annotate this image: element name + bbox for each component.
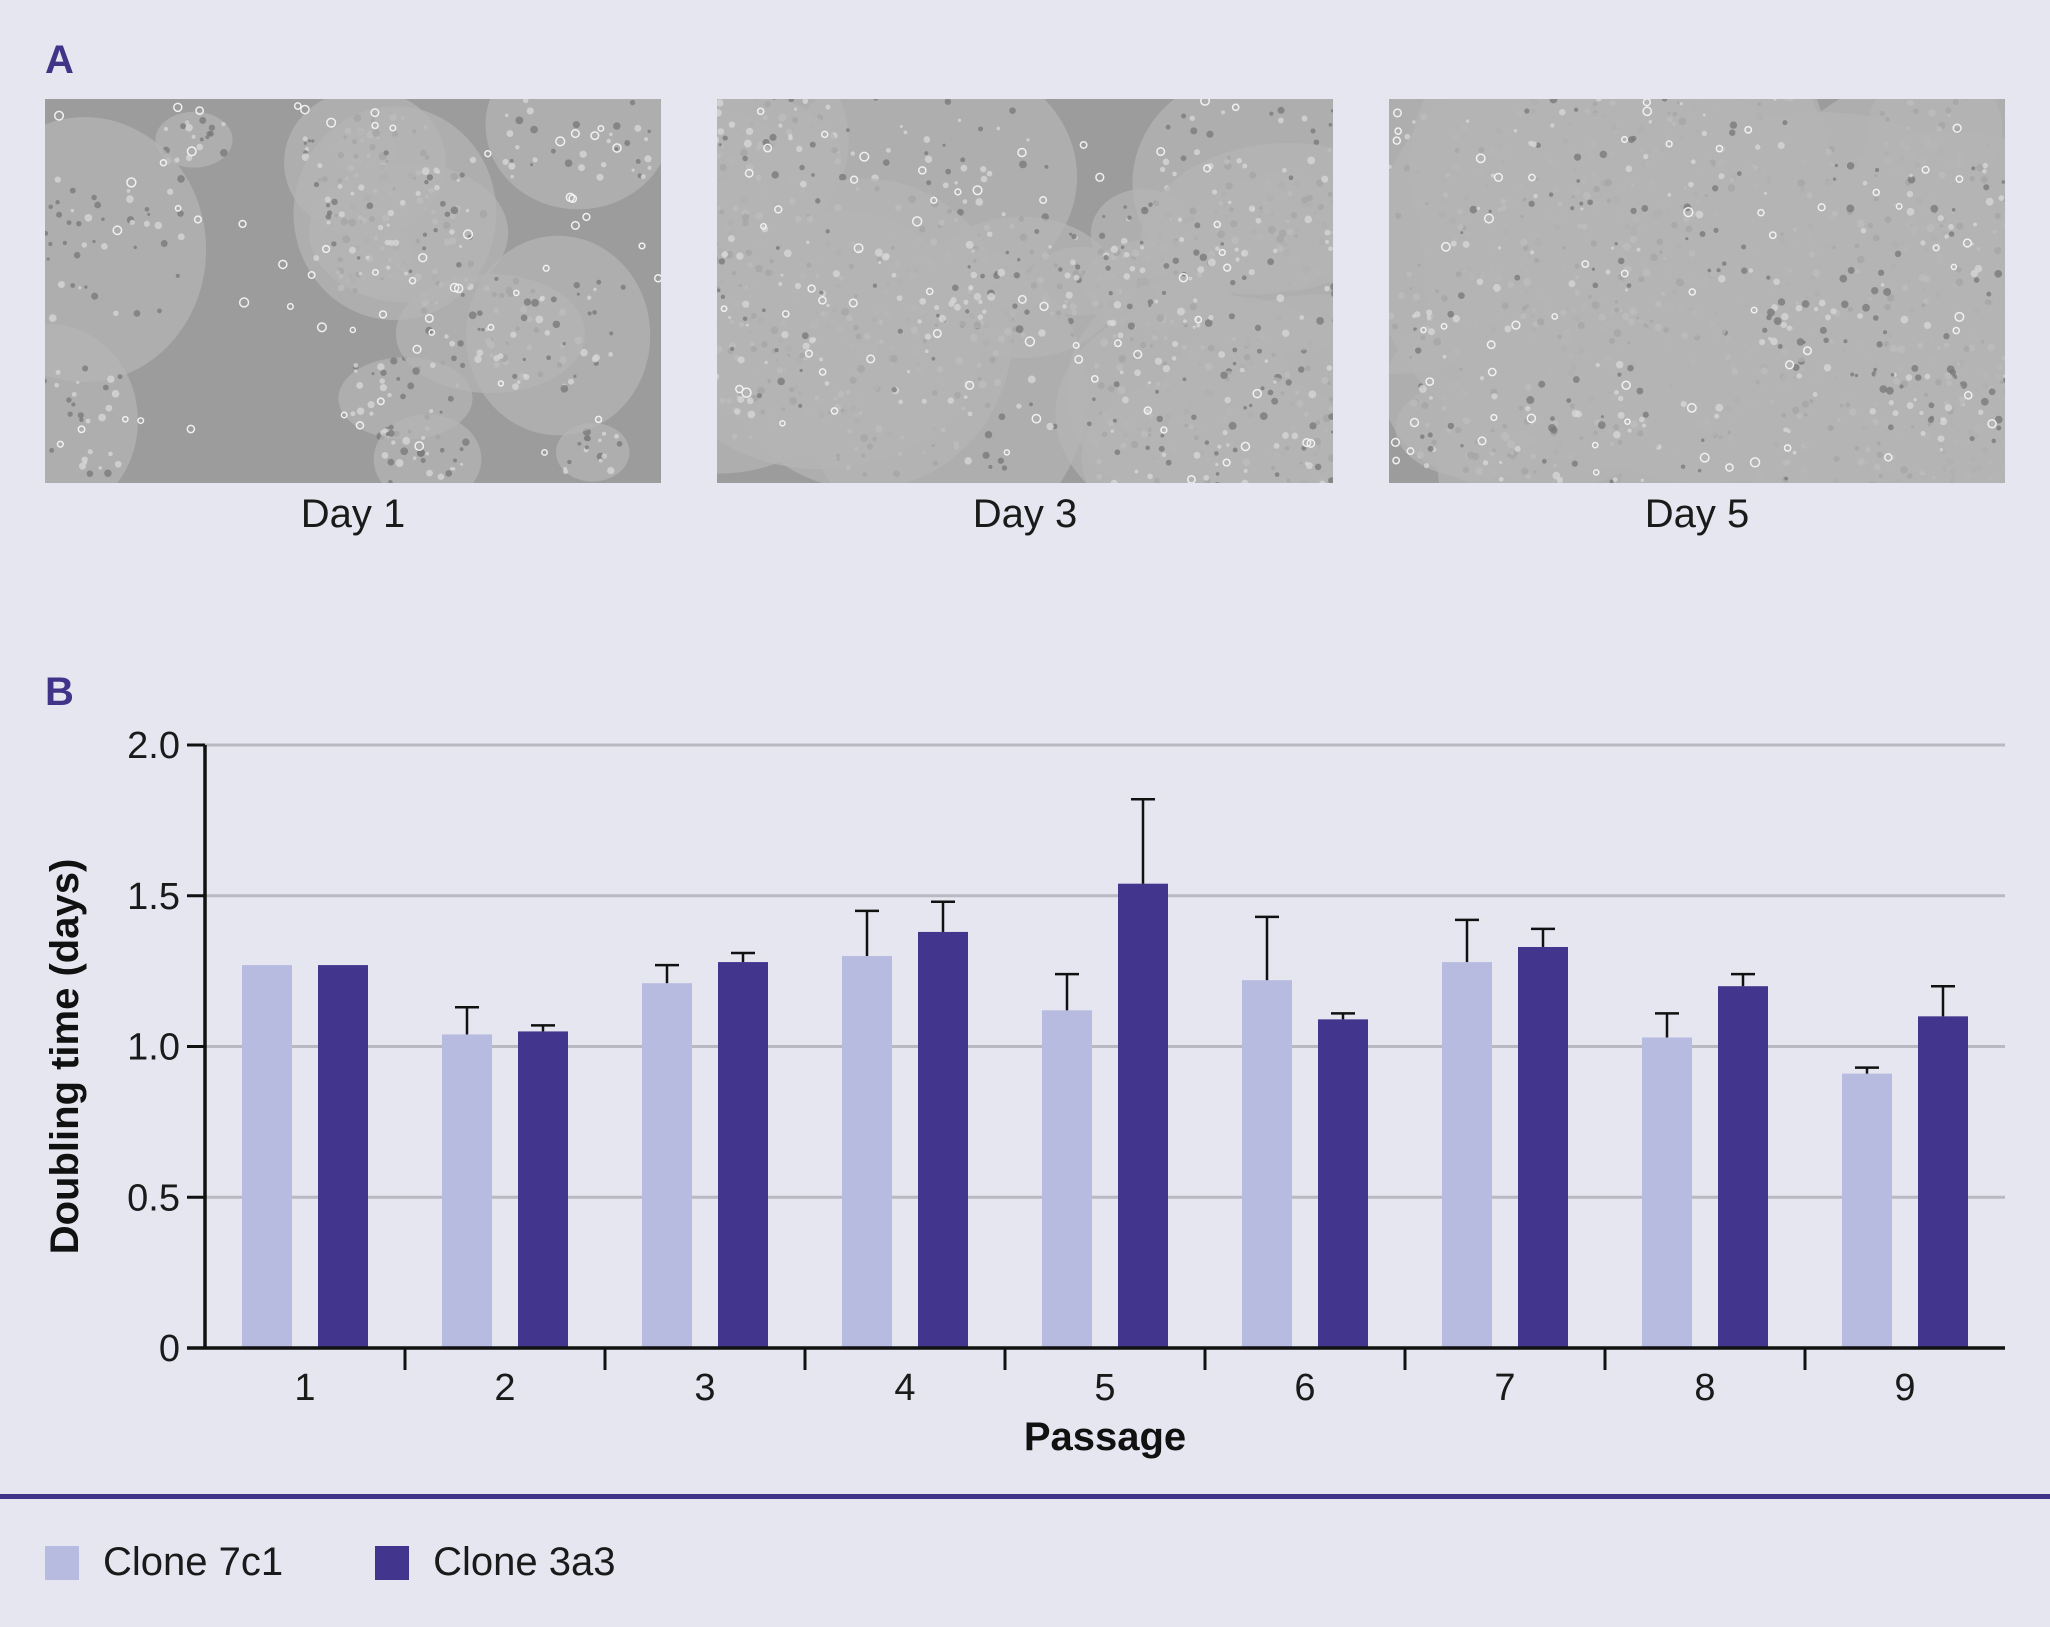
y-tick-label: 1.0 — [127, 1027, 180, 1069]
legend-swatch-clone-3a3 — [375, 1545, 410, 1580]
legend-swatch-clone-7c1 — [45, 1545, 79, 1580]
x-tick-label: 6 — [1294, 1367, 1315, 1409]
bar-clone-3a3-passage-3 — [718, 962, 768, 1348]
y-tick-label: 0.5 — [127, 1177, 180, 1219]
bar-clone-7c1-passage-8 — [1642, 1037, 1692, 1348]
bar-clone-7c1-passage-3 — [642, 983, 692, 1348]
bar-clone-3a3-passage-8 — [1718, 986, 1768, 1348]
legend: Clone 7c1 Clone 3a3 — [45, 1540, 708, 1585]
x-tick-label: 3 — [694, 1367, 715, 1409]
floating-cells — [720, 99, 1316, 483]
x-tick-label: 1 — [294, 1367, 315, 1409]
micrograph-caption-day-3: Day 3 — [972, 492, 1078, 536]
cell-colonies — [45, 99, 661, 483]
micrograph-caption-day-5: Day 5 — [1644, 492, 1750, 536]
bar-clone-3a3-passage-9 — [1918, 1016, 1968, 1348]
bar-clone-3a3-passage-7 — [1518, 947, 1568, 1348]
legend-label-clone-3a3: Clone 3a3 — [433, 1540, 616, 1584]
bar-clone-3a3-passage-2 — [518, 1031, 568, 1348]
bar-clone-3a3-passage-5 — [1118, 883, 1168, 1348]
floating-cells — [1390, 99, 1997, 476]
x-tick-label: 8 — [1694, 1367, 1715, 1409]
panel-b-label: B — [45, 670, 74, 714]
bar-clone-7c1-passage-4 — [842, 956, 892, 1348]
bar-clone-3a3-passage-1 — [318, 965, 368, 1348]
x-tick-label: 9 — [1894, 1367, 1915, 1409]
x-tick-label: 2 — [494, 1367, 515, 1409]
bar-clone-7c1-passage-7 — [1442, 962, 1492, 1348]
legend-item-clone-3a3: Clone 3a3 — [375, 1540, 616, 1585]
x-tick-label: 5 — [1094, 1367, 1115, 1409]
bar-clone-7c1-passage-6 — [1242, 980, 1292, 1348]
micrograph-day-5 — [1389, 99, 2005, 483]
panel-a-label: A — [45, 38, 74, 82]
bar-clone-3a3-passage-6 — [1318, 1019, 1368, 1348]
bar-clone-7c1-passage-1 — [242, 965, 292, 1348]
micrograph-day-1 — [45, 99, 661, 483]
micrograph-caption-day-1: Day 1 — [300, 492, 406, 536]
cell-colonies — [1389, 99, 2005, 483]
y-tick-label: 1.5 — [127, 876, 180, 918]
x-tick-label: 7 — [1494, 1367, 1515, 1409]
legend-label-clone-7c1: Clone 7c1 — [103, 1540, 284, 1584]
bar-clone-3a3-passage-4 — [918, 931, 968, 1348]
doubling-time-bar-chart: 0 0.5 1.0 1.5 2.0 1 2 3 4 5 6 7 8 9 Passage Doubling ti… — [43, 725, 2005, 1459]
cell-colonies — [717, 99, 1333, 483]
bar-clone-7c1-passage-5 — [1042, 1010, 1092, 1348]
y-tick-label: 0 — [159, 1328, 180, 1370]
floating-cells — [53, 102, 661, 456]
x-axis-title: Passage — [1024, 1415, 1186, 1459]
x-tick-label: 4 — [894, 1367, 915, 1409]
bar-clone-7c1-passage-9 — [1842, 1073, 1892, 1348]
legend-divider — [0, 1494, 2050, 1499]
micrograph-day-3 — [717, 99, 1333, 483]
legend-item-clone-7c1: Clone 7c1 — [45, 1540, 283, 1585]
y-tick-label: 2.0 — [127, 725, 180, 767]
bar-clone-7c1-passage-2 — [442, 1034, 492, 1348]
y-axis-title: Doubling time (days) — [43, 859, 87, 1255]
y-gridlines — [205, 743, 2005, 1199]
